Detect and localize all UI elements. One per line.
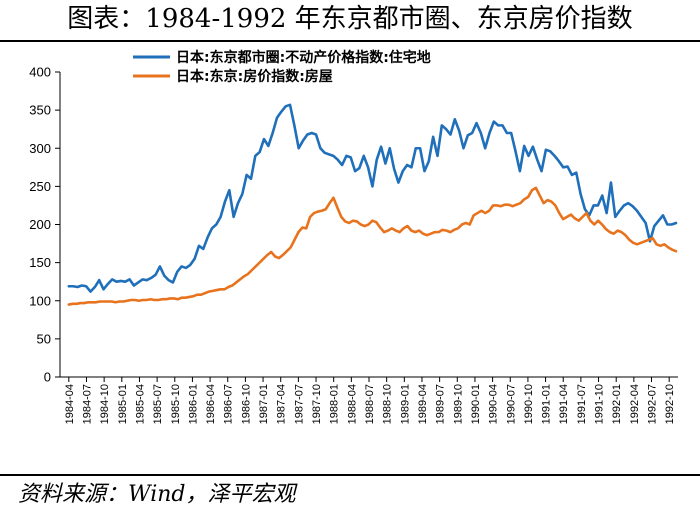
legend-label-1: 日本:东京都市圈:不动产价格指数:住宅地: [176, 49, 431, 66]
top-rule: [0, 40, 700, 42]
y-tick-label: 400: [29, 65, 51, 80]
axes: 0 50 100 150 200 250 300 350 400 1984-04 1984-07 19…: [29, 65, 678, 424]
x-tick-label: 1986-01: [187, 384, 199, 424]
series-layer: [67, 103, 678, 306]
x-tick-label: 1992-07: [647, 384, 659, 424]
x-tick-label: 1987-10: [311, 384, 323, 424]
x-tick-label: 1992-04: [629, 384, 641, 424]
x-tick-label: 1985-07: [152, 384, 164, 424]
y-tick-label: 100: [29, 293, 51, 308]
x-tick-label: 1986-07: [223, 384, 235, 424]
x-tick-label: 1989-07: [435, 384, 447, 424]
x-tick-label: 1988-07: [364, 384, 376, 424]
x-tick-label: 1990-04: [488, 384, 500, 424]
x-tick-label: 1991-01: [541, 384, 553, 424]
x-tick-label: 1990-10: [523, 384, 535, 424]
y-tick-label: 250: [29, 179, 51, 194]
x-tick-label: 1991-10: [594, 384, 606, 424]
x-tick-label: 1990-07: [505, 384, 517, 424]
bottom-rule: [0, 474, 700, 476]
x-tick-label: 1988-10: [382, 384, 394, 424]
x-tick-label: 1989-01: [399, 384, 411, 424]
chart-title: 图表：1984-1992 年东京都市圈、东京房价指数: [67, 4, 633, 34]
y-tick-label: 350: [29, 103, 51, 118]
x-tick-label: 1990-01: [470, 384, 482, 424]
y-tick-label: 0: [44, 370, 51, 385]
x-tick-label: 1984-10: [99, 384, 111, 424]
x-tick-label: 1987-07: [293, 384, 305, 424]
series-line-1: [67, 103, 678, 293]
x-tick-label: 1984-04: [64, 384, 76, 424]
x-tick-label: 1992-10: [664, 384, 676, 424]
x-tick-label: 1985-01: [117, 384, 129, 424]
x-tick-label: 1989-04: [417, 384, 429, 424]
x-tick-label: 1991-07: [576, 384, 588, 424]
y-tick-label: 200: [29, 217, 51, 232]
x-tick-label: 1985-04: [134, 384, 146, 424]
source-note: 资料来源：Wind，泽平宏观: [18, 482, 296, 507]
x-tick-label: 1984-07: [81, 384, 93, 424]
x-tick-label: 1986-04: [205, 384, 217, 424]
x-tick-label: 1985-10: [170, 384, 182, 424]
x-tick-label: 1989-10: [452, 384, 464, 424]
x-tick-label: 1988-04: [346, 384, 358, 424]
series-line-2: [67, 186, 678, 306]
x-tick-label: 1991-04: [558, 384, 570, 424]
x-tick-label: 1987-01: [258, 384, 270, 424]
x-tick-label: 1992-01: [611, 384, 623, 424]
y-tick-label: 150: [29, 255, 51, 270]
x-tick-label: 1987-04: [276, 384, 288, 424]
y-tick-label: 300: [29, 141, 51, 156]
y-tick-label: 50: [37, 331, 51, 346]
x-tick-label: 1986-10: [240, 384, 252, 424]
legend-label-2: 日本:东京:房价指数:房屋: [176, 68, 333, 85]
x-tick-label: 1988-01: [329, 384, 341, 424]
